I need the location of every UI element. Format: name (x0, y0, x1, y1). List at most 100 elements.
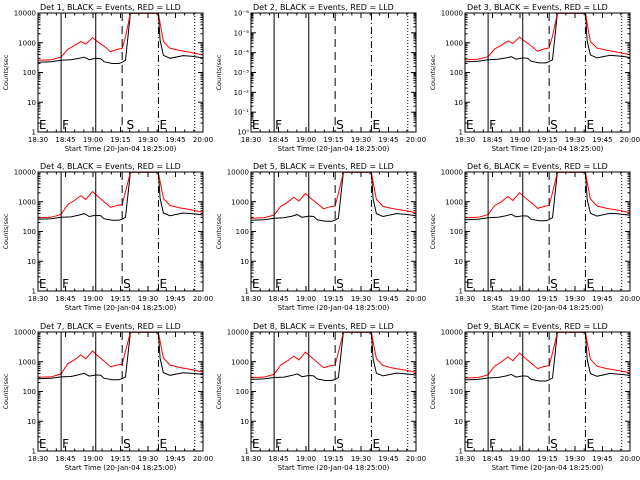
plot-frame (37, 12, 204, 133)
x-tick-label: 18:45 (482, 455, 502, 463)
y-tick-label: 1000 (18, 358, 36, 366)
y-tick-label: 100 (23, 228, 36, 236)
x-tick-label: 19:00 (296, 455, 316, 463)
flag-label: E (39, 437, 47, 451)
x-tick-label: 19:15 (110, 455, 130, 463)
y-tick-label: 10⁻² (234, 89, 250, 97)
series-events-line (251, 332, 416, 381)
flag-label: E (159, 437, 167, 451)
y-tick-label: 1000 (231, 198, 249, 206)
x-tick-label: 18:30 (455, 295, 475, 303)
x-tick-label: 19:15 (110, 136, 130, 144)
y-tick-label: 10 (454, 99, 463, 107)
flag-label: E (159, 277, 167, 291)
x-tick-label: 19:45 (165, 295, 185, 303)
x-tick-label: 20:00 (620, 295, 640, 303)
y-tick-label: 1000 (445, 198, 463, 206)
y-tick-label: 10 (240, 258, 249, 266)
x-tick-label: 18:45 (268, 295, 288, 303)
x-tick-label: 19:00 (510, 295, 530, 303)
flag-label: E (252, 118, 260, 132)
y-axis-label: Counts/sec (429, 373, 437, 409)
y-axis-label: Counts/sec (429, 213, 437, 249)
flag-label: F (275, 437, 282, 451)
flag-label: F (489, 118, 496, 132)
series-group (465, 13, 630, 64)
y-tick-label: 10⁻⁵ (234, 29, 250, 37)
y-tick-label: 100 (236, 228, 249, 236)
y-tick-label: 1 (459, 448, 463, 456)
x-tick-label: 19:30 (565, 136, 585, 144)
x-tick-label: 18:45 (482, 295, 502, 303)
panel-title: Det 6, BLACK = Events, RED = LLD (467, 162, 608, 171)
y-tick-label: 100 (236, 388, 249, 396)
x-axis-label: Start Time (20-Jan-04 18:25:00) (65, 304, 177, 312)
x-tick-label: 18:45 (268, 455, 288, 463)
y-tick-label: 10 (27, 418, 36, 426)
y-tick-label: 1000 (18, 198, 36, 206)
series-group (38, 172, 203, 221)
series-events-line (38, 172, 203, 221)
x-tick-label: 19:15 (537, 295, 557, 303)
x-tick-label: 19:00 (510, 136, 530, 144)
flag-label: E (39, 118, 47, 132)
x-tick-label: 19:45 (592, 455, 612, 463)
x-tick-label: 18:30 (455, 455, 475, 463)
y-tick-label: 1000 (18, 39, 36, 47)
x-tick-label: 19:15 (537, 455, 557, 463)
x-tick-label: 19:30 (138, 455, 158, 463)
x-tick-label: 20:00 (193, 295, 213, 303)
y-tick-label: 1 (459, 129, 463, 137)
plot-frame (250, 171, 417, 292)
y-tick-label: 10 (240, 418, 249, 426)
flag-label: E (466, 118, 474, 132)
flag-label: S (123, 277, 131, 291)
x-tick-label: 19:45 (165, 136, 185, 144)
series-group (251, 172, 416, 222)
y-tick-label: 10000 (14, 329, 36, 337)
series-group (38, 13, 203, 64)
flag-label: E (372, 118, 380, 132)
flag-label: F (489, 437, 496, 451)
y-tick-label: 1000 (445, 358, 463, 366)
x-tick-label: 19:30 (351, 295, 371, 303)
x-tick-label: 19:15 (323, 295, 343, 303)
panel-title: Det 3, BLACK = Events, RED = LLD (467, 3, 608, 12)
y-tick-label: 10000 (14, 169, 36, 177)
y-tick-label: 100 (23, 388, 36, 396)
x-tick-label: 18:30 (28, 455, 48, 463)
x-tick-label: 20:00 (620, 136, 640, 144)
x-tick-label: 19:30 (565, 455, 585, 463)
y-axis-label: Counts/sec (2, 54, 10, 90)
x-tick-label: 19:15 (110, 295, 130, 303)
x-axis-label: Start Time (20-Jan-04 18:25:00) (278, 304, 390, 312)
y-tick-label: 1 (32, 288, 36, 296)
flag-label: S (123, 437, 131, 451)
series-events-line (465, 13, 630, 64)
flag-label: S (550, 437, 558, 451)
panel-title: Det 2, BLACK = Events, RED = LLD (253, 3, 394, 12)
y-tick-label: 10 (27, 258, 36, 266)
x-tick-label: 19:45 (378, 455, 398, 463)
y-tick-label: 10 (454, 258, 463, 266)
x-tick-label: 20:00 (406, 136, 426, 144)
panel-title: Det 9, BLACK = Events, RED = LLD (467, 322, 608, 331)
panel-title: Det 5, BLACK = Events, RED = LLD (253, 162, 394, 171)
x-tick-label: 19:30 (351, 455, 371, 463)
y-tick-label: 10⁻¹ (234, 109, 250, 117)
flag-label: S (336, 437, 344, 451)
y-tick-label: 10000 (441, 329, 463, 337)
panel-title: Det 4, BLACK = Events, RED = LLD (40, 162, 181, 171)
x-tick-label: 18:30 (28, 295, 48, 303)
series-lld-line (465, 172, 630, 219)
series-group (465, 332, 630, 382)
y-axis-label: Counts/sec (2, 373, 10, 409)
series-lld-line (251, 172, 416, 219)
y-tick-label: 1 (32, 129, 36, 137)
series-group (38, 332, 203, 381)
x-tick-label: 19:30 (138, 295, 158, 303)
y-tick-label: 10000 (441, 10, 463, 18)
